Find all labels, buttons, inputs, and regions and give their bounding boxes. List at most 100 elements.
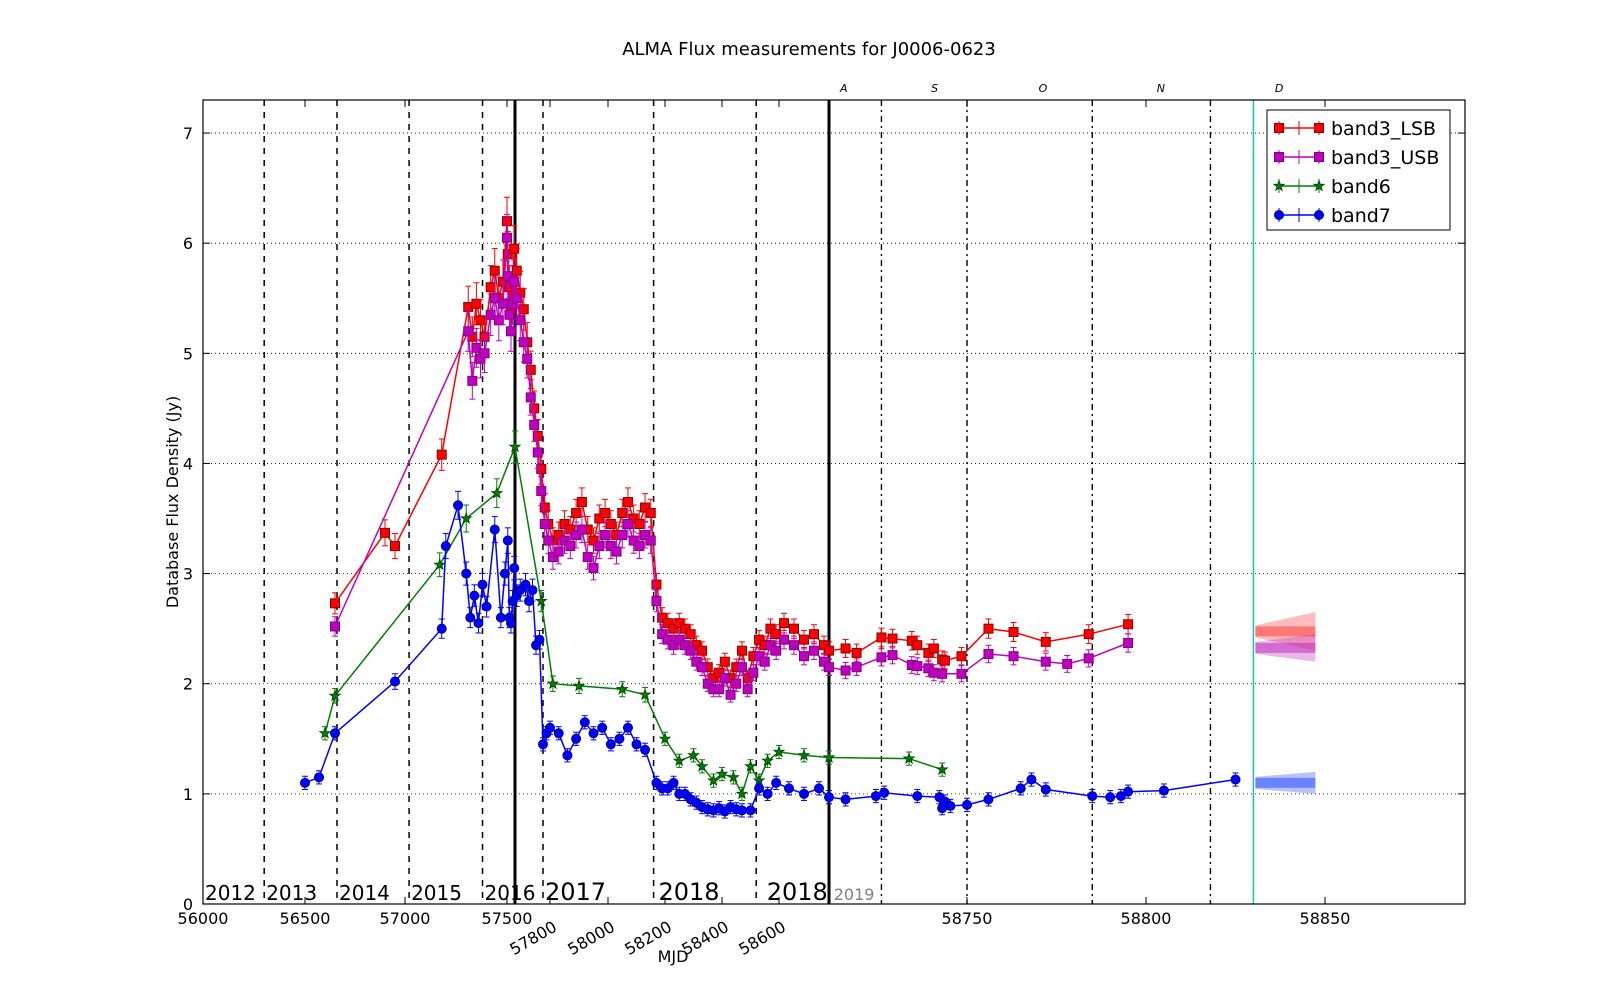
data-point bbox=[565, 541, 576, 552]
data-point bbox=[463, 302, 474, 313]
data-point bbox=[615, 682, 629, 695]
data-point bbox=[622, 519, 633, 530]
data-point bbox=[691, 656, 702, 667]
data-point bbox=[490, 486, 504, 499]
data-point bbox=[668, 640, 679, 651]
data-point bbox=[824, 662, 834, 673]
data-point bbox=[562, 750, 573, 761]
data-point bbox=[481, 601, 492, 612]
data-point bbox=[1123, 786, 1134, 797]
data-point bbox=[529, 419, 540, 430]
data-point bbox=[962, 799, 972, 810]
data-point bbox=[1040, 656, 1051, 667]
data-point bbox=[546, 676, 560, 690]
data-point bbox=[779, 634, 789, 645]
data-point bbox=[465, 612, 476, 623]
data-point bbox=[511, 293, 522, 304]
data-point bbox=[469, 590, 480, 601]
data-point bbox=[714, 684, 725, 695]
data-point bbox=[1040, 636, 1051, 647]
data-point bbox=[497, 298, 508, 309]
data-point bbox=[473, 618, 484, 629]
data-point bbox=[588, 563, 599, 574]
data-point bbox=[440, 541, 451, 552]
data-point bbox=[330, 728, 340, 739]
data-point bbox=[685, 629, 696, 640]
data-point bbox=[657, 612, 668, 623]
data-point bbox=[745, 805, 756, 816]
data-point bbox=[471, 298, 482, 309]
month-label: S bbox=[931, 82, 938, 95]
x-tick-label: 58000 bbox=[564, 917, 618, 959]
y-tick-label: 2 bbox=[183, 675, 193, 694]
data-point bbox=[956, 668, 967, 679]
data-point bbox=[576, 497, 587, 507]
data-point bbox=[461, 568, 472, 579]
data-point bbox=[685, 645, 696, 656]
year-label: 2017 bbox=[545, 878, 606, 906]
data-point bbox=[956, 651, 967, 662]
series-line bbox=[304, 505, 1236, 813]
data-point bbox=[1008, 651, 1019, 662]
chart-title: ALMA Flux measurements for J0006-0623 bbox=[622, 39, 996, 60]
data-point bbox=[1115, 791, 1126, 802]
data-point bbox=[761, 754, 774, 767]
data-point bbox=[657, 629, 668, 640]
data-point bbox=[679, 623, 690, 634]
legend-label: band3_USB bbox=[1331, 147, 1439, 169]
data-point bbox=[600, 530, 611, 541]
data-point bbox=[645, 535, 656, 546]
x-tick-label: 56000 bbox=[178, 909, 229, 928]
data-point bbox=[640, 530, 651, 541]
data-point bbox=[532, 447, 543, 458]
data-point bbox=[571, 530, 582, 541]
data-point bbox=[534, 594, 548, 607]
data-point bbox=[380, 527, 390, 538]
data-point bbox=[502, 535, 513, 546]
year-label: 2018 bbox=[658, 878, 719, 906]
data-point bbox=[754, 634, 765, 645]
data-point bbox=[634, 519, 645, 530]
data-point bbox=[668, 777, 679, 788]
plot-frame bbox=[202, 99, 1466, 905]
data-point bbox=[485, 282, 496, 293]
data-point bbox=[509, 563, 520, 574]
series-band3_LSB bbox=[330, 196, 1134, 687]
data-point bbox=[851, 647, 862, 658]
x-tick-label: 56500 bbox=[280, 909, 331, 928]
data-point bbox=[622, 722, 633, 733]
series-line bbox=[334, 221, 1129, 681]
y-tick-label: 3 bbox=[183, 565, 193, 584]
data-point bbox=[588, 535, 599, 546]
data-point bbox=[640, 502, 651, 513]
data-point bbox=[536, 485, 547, 496]
data-point bbox=[912, 791, 923, 802]
data-point bbox=[695, 759, 709, 772]
period-lines bbox=[263, 100, 1255, 904]
data-point bbox=[453, 500, 464, 511]
legend-label: band3_LSB bbox=[1331, 118, 1436, 140]
month-label: D bbox=[1275, 82, 1283, 95]
data-point bbox=[318, 726, 332, 739]
data-point bbox=[983, 648, 994, 659]
data-point bbox=[571, 733, 582, 744]
data-point bbox=[576, 524, 587, 535]
data-point bbox=[937, 668, 948, 679]
data-point bbox=[674, 634, 685, 645]
series-band7 bbox=[300, 490, 1241, 819]
data-point bbox=[731, 678, 742, 689]
data-point bbox=[489, 293, 500, 304]
data-point bbox=[840, 794, 851, 805]
data-point bbox=[634, 541, 645, 552]
data-point bbox=[759, 656, 770, 667]
y-axis-label: Database Flux Density (Jy) bbox=[163, 396, 182, 608]
data-point bbox=[799, 634, 809, 645]
data-point bbox=[748, 667, 759, 678]
month-label: N bbox=[1157, 82, 1165, 95]
data-point bbox=[628, 513, 639, 524]
data-point bbox=[983, 623, 994, 634]
data-point bbox=[851, 662, 862, 673]
data-point bbox=[520, 579, 531, 590]
series-band3_USB bbox=[330, 213, 1134, 703]
